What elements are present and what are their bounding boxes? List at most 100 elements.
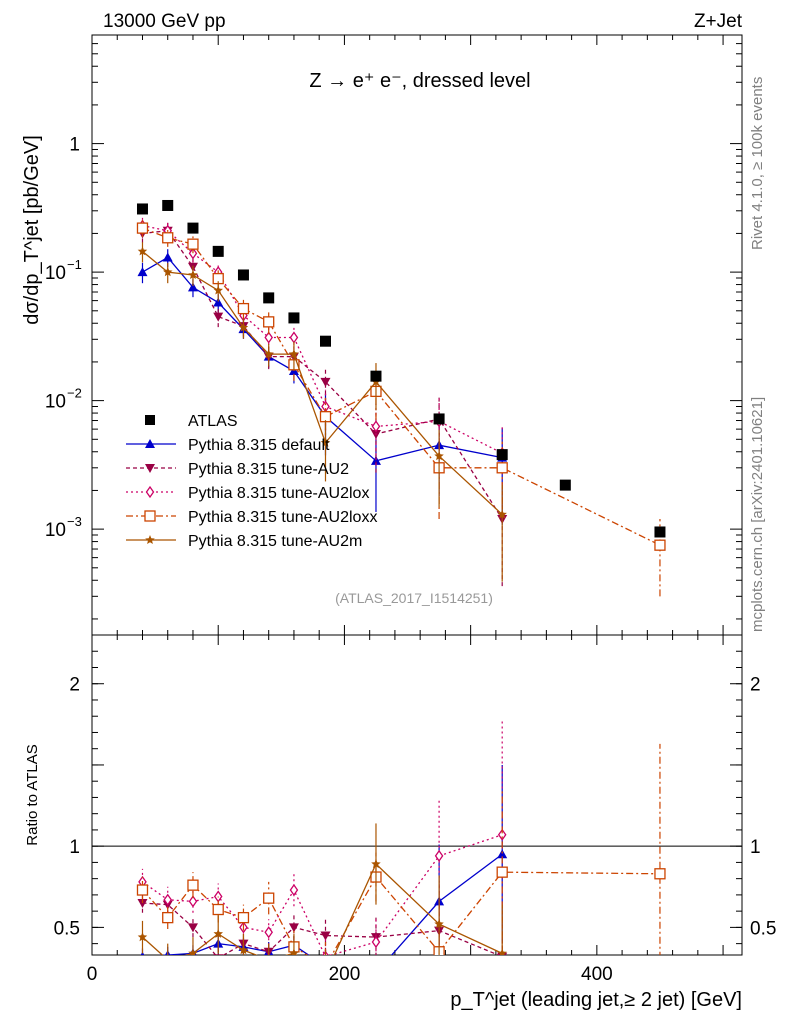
ratio-point-pythia-8-315-tune-au2m xyxy=(188,948,198,955)
series-line-pythia-8-315-tune-au2lox xyxy=(142,224,503,454)
ratio-point-pythia-8-315-tune-au2 xyxy=(320,931,331,941)
ratio-point-pythia-8-315-tune-au2m xyxy=(167,954,168,955)
data-layer xyxy=(136,199,666,977)
point-pythia-8-315-tune-au2lox xyxy=(264,331,273,344)
point-pythia-8-315-tune-au2m xyxy=(188,270,198,279)
ratio-point-pythia-8-315-tune-au2 xyxy=(213,954,224,955)
ratio-point-pythia-8-315-tune-au2m xyxy=(238,945,249,955)
atlas-point xyxy=(136,203,148,215)
atlas-point xyxy=(319,335,331,347)
ratio-point-pythia-8-315-tune-au2 xyxy=(137,899,148,909)
ratio-point-pythia-8-315-tune-au2loxx xyxy=(654,868,666,880)
ratio-tick-label-right: 0.5 xyxy=(750,918,776,939)
legend-marker-pythia-8-315-tune-au2loxx xyxy=(144,510,156,522)
atlas-point xyxy=(496,449,508,461)
y-tick-label: 10 xyxy=(45,520,66,541)
point-pythia-8-315-tune-au2lox xyxy=(371,420,381,433)
y-axis-label: dσ/dp_T^jet [pb/GeV] xyxy=(21,135,43,325)
ratio-point-pythia-8-315-tune-au2m xyxy=(137,932,148,942)
point-pythia-8-315-tune-au2m xyxy=(434,451,444,461)
point-pythia-8-315-tune-au2loxx xyxy=(654,539,666,551)
ratio-tick-label: 1 xyxy=(69,837,80,858)
ratio-point-pythia-8-315-tune-au2lox xyxy=(371,935,381,949)
point-pythia-8-315-tune-au2m xyxy=(289,349,299,359)
ratio-line-pythia-8-315-tune-au2loxx xyxy=(142,871,660,955)
ratio-point-pythia-8-315-tune-au2loxx xyxy=(263,892,275,904)
y-tick-label: 1 xyxy=(69,135,80,156)
ratio-point-pythia-8-315-tune-au2loxx xyxy=(212,903,224,916)
point-pythia-8-315-tune-au2m xyxy=(213,285,223,295)
ratio-point-pythia-8-315-tune-au2m xyxy=(289,948,299,955)
ratio-point-pythia-8-315-tune-au2m xyxy=(497,948,507,955)
ratio-point-pythia-8-315-tune-au2loxx xyxy=(496,866,508,878)
legend-label-pythia-8-315-tune-au2lox: Pythia 8.315 tune-AU2lox xyxy=(188,485,369,502)
atlas-point xyxy=(212,245,224,257)
legend-label-pythia-8-315-tune-au2loxx: Pythia 8.315 tune-AU2loxx xyxy=(188,509,377,526)
point-pythia-8-315-default xyxy=(370,455,381,465)
point-pythia-8-315-tune-au2 xyxy=(320,377,331,387)
ratio-point-pythia-8-315-tune-au2 xyxy=(288,923,299,933)
ratio-point-pythia-8-315-tune-au2lox xyxy=(264,926,273,939)
ratio-point-pythia-8-315-tune-au2lox xyxy=(289,883,299,897)
legend: ATLAS Pythia 8.315 default Pythia 8.315 tu… xyxy=(126,413,377,550)
legend-label-atlas: ATLAS xyxy=(188,413,238,430)
point-pythia-8-315-tune-au2lox xyxy=(289,331,299,344)
ratio-axis-label: Ratio to ATLAS xyxy=(24,744,41,845)
ratio-point-pythia-8-315-tune-au2m xyxy=(371,859,381,869)
legend-label-pythia-8-315-tune-au2: Pythia 8.315 tune-AU2 xyxy=(188,461,349,478)
legend-marker-atlas xyxy=(145,415,155,425)
point-pythia-8-315-default xyxy=(187,282,198,292)
y-tick-exponent: −3 xyxy=(67,514,82,529)
atlas-point xyxy=(237,269,249,281)
y-tick-exponent: −2 xyxy=(67,386,82,401)
ratio-point-pythia-8-315-tune-au2lox xyxy=(163,893,173,906)
ratio-point-pythia-8-315-tune-au2loxx xyxy=(187,879,199,891)
ratio-point-pythia-8-315-tune-au2lox xyxy=(188,895,198,908)
point-pythia-8-315-tune-au2m xyxy=(263,349,274,359)
point-pythia-8-315-default xyxy=(137,267,148,277)
ratio-tick-label: 2 xyxy=(69,675,80,696)
atlas-point xyxy=(433,413,445,425)
point-pythia-8-315-tune-au2loxx xyxy=(496,462,508,474)
ratio-tick-label-right: 1 xyxy=(750,837,761,858)
legend-label-pythia-8-315-default: Pythia 8.315 default xyxy=(188,437,330,454)
atlas-point xyxy=(162,199,174,211)
ratio-point-pythia-8-315-tune-au2m xyxy=(434,919,444,929)
y-tick-label: 10 xyxy=(45,263,66,284)
point-pythia-8-315-tune-au2 xyxy=(213,312,224,322)
series-line-pythia-8-315-default xyxy=(142,256,503,462)
x-axis-label: p_T^jet (leading jet,≥ 2 jet) [GeV] xyxy=(450,989,742,1011)
point-pythia-8-315-tune-au2loxx xyxy=(187,238,199,250)
point-pythia-8-315-tune-au2m xyxy=(497,509,507,519)
main-panel xyxy=(136,199,666,597)
ratio-point-pythia-8-315-tune-au2lox xyxy=(434,849,444,863)
ratio-point-pythia-8-315-tune-au2m xyxy=(213,928,223,938)
ratio-point-pythia-8-315-default xyxy=(497,849,508,859)
x-tick-label: 200 xyxy=(329,964,361,985)
ratio-frame xyxy=(91,634,743,956)
atlas-point xyxy=(559,479,571,491)
x-tick-label: 400 xyxy=(581,964,613,985)
point-pythia-8-315-tune-au2lox xyxy=(188,247,198,260)
atlas-point xyxy=(187,222,199,234)
ratio-point-pythia-8-315-tune-au2 xyxy=(187,923,198,933)
point-pythia-8-315-tune-au2loxx xyxy=(162,232,174,244)
point-pythia-8-315-tune-au2m xyxy=(137,246,148,256)
rivet-label: Rivet 4.1.0, ≥ 100k events xyxy=(749,77,766,250)
point-pythia-8-315-default xyxy=(213,297,224,307)
analysis-tag: (ATLAS_2017_I1514251) xyxy=(335,590,493,606)
ratio-point-pythia-8-315-tune-au2lox xyxy=(497,828,507,841)
ratio-tick-label: 0.5 xyxy=(54,918,80,939)
y-tick-exponent: −1 xyxy=(67,257,82,272)
x-tick-label: 0 xyxy=(87,964,98,985)
process-label: Z+Jet xyxy=(694,11,743,32)
ratio-point-pythia-8-315-tune-au2m xyxy=(268,954,269,955)
atlas-point xyxy=(654,526,666,538)
ratio-point-pythia-8-315-default xyxy=(371,968,381,977)
ratio-line-pythia-8-315-tune-au2m xyxy=(142,862,503,955)
point-pythia-8-315-tune-au2m xyxy=(320,437,331,447)
ratio-tick-label-right: 2 xyxy=(750,675,761,696)
atlas-point xyxy=(263,292,275,304)
